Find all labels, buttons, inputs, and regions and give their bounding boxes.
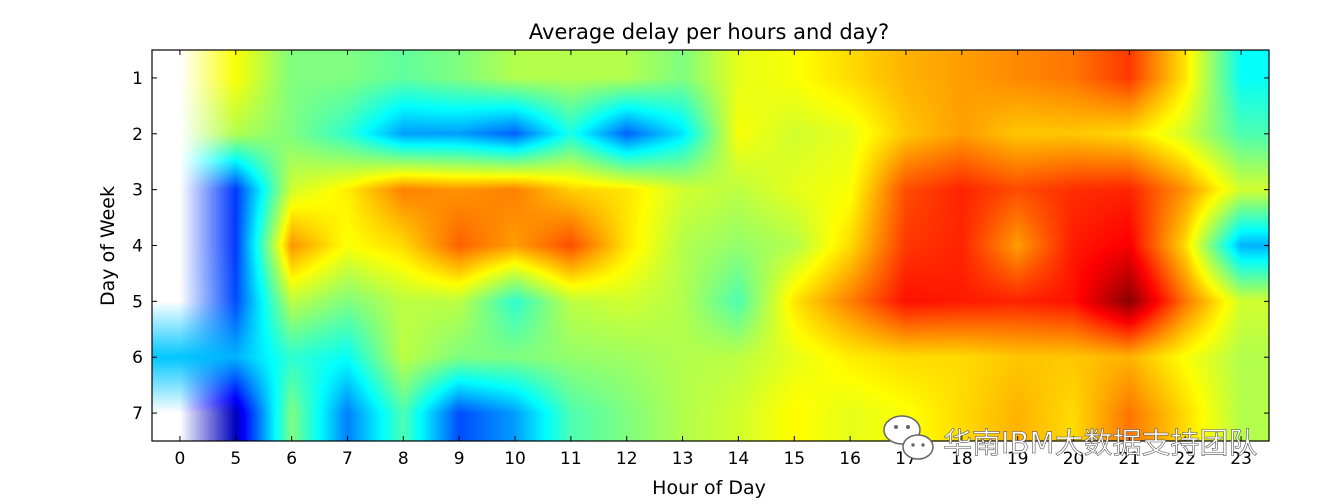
y-axis: 1 2 3 4 5 6 7 <box>132 69 1269 424</box>
x-tick-label: 7 <box>342 449 353 469</box>
x-tick-label: 9 <box>454 449 465 469</box>
x-axis: 0 5 6 7 8 9 10 11 12 13 14 15 16 17 18 19 20 21 22 23 <box>175 50 1252 469</box>
x-tick-label: 10 <box>504 449 526 469</box>
y-tick-label: 7 <box>132 404 143 424</box>
x-tick-label: 14 <box>728 449 750 469</box>
x-axis-label: Hour of Day <box>652 477 766 499</box>
x-tick-label: 21 <box>1119 449 1141 469</box>
watermark: 华南IBM大数据支持团队 <box>883 415 1258 460</box>
x-tick-label: 19 <box>1007 449 1029 469</box>
chart-title: Average delay per hours and day? <box>529 20 889 44</box>
x-tick-label: 23 <box>1230 449 1252 469</box>
y-tick-label: 3 <box>132 181 143 201</box>
x-tick-label: 0 <box>175 449 186 469</box>
y-tick-label: 6 <box>132 348 143 368</box>
watermark-text: 华南IBM大数据支持团队 <box>943 426 1257 460</box>
x-tick-label: 5 <box>230 449 241 469</box>
x-tick-label: 13 <box>672 449 694 469</box>
x-tick-label: 11 <box>560 449 582 469</box>
heatmap-cells <box>152 50 1269 441</box>
y-tick-label: 1 <box>132 69 143 89</box>
y-axis-label: Day of Week <box>97 186 119 306</box>
x-tick-label: 22 <box>1174 449 1196 469</box>
plot-area <box>151 49 1270 442</box>
wechat-icon <box>883 415 934 460</box>
x-tick-label: 16 <box>839 449 861 469</box>
x-tick-label: 18 <box>951 449 973 469</box>
y-tick-label: 5 <box>132 292 143 312</box>
x-tick-label: 6 <box>286 449 297 469</box>
x-tick-label: 12 <box>616 449 638 469</box>
y-tick-label: 4 <box>132 237 143 257</box>
x-tick-label: 15 <box>783 449 805 469</box>
x-tick-label: 8 <box>398 449 409 469</box>
x-tick-label: 20 <box>1063 449 1085 469</box>
y-tick-label: 2 <box>132 125 143 145</box>
